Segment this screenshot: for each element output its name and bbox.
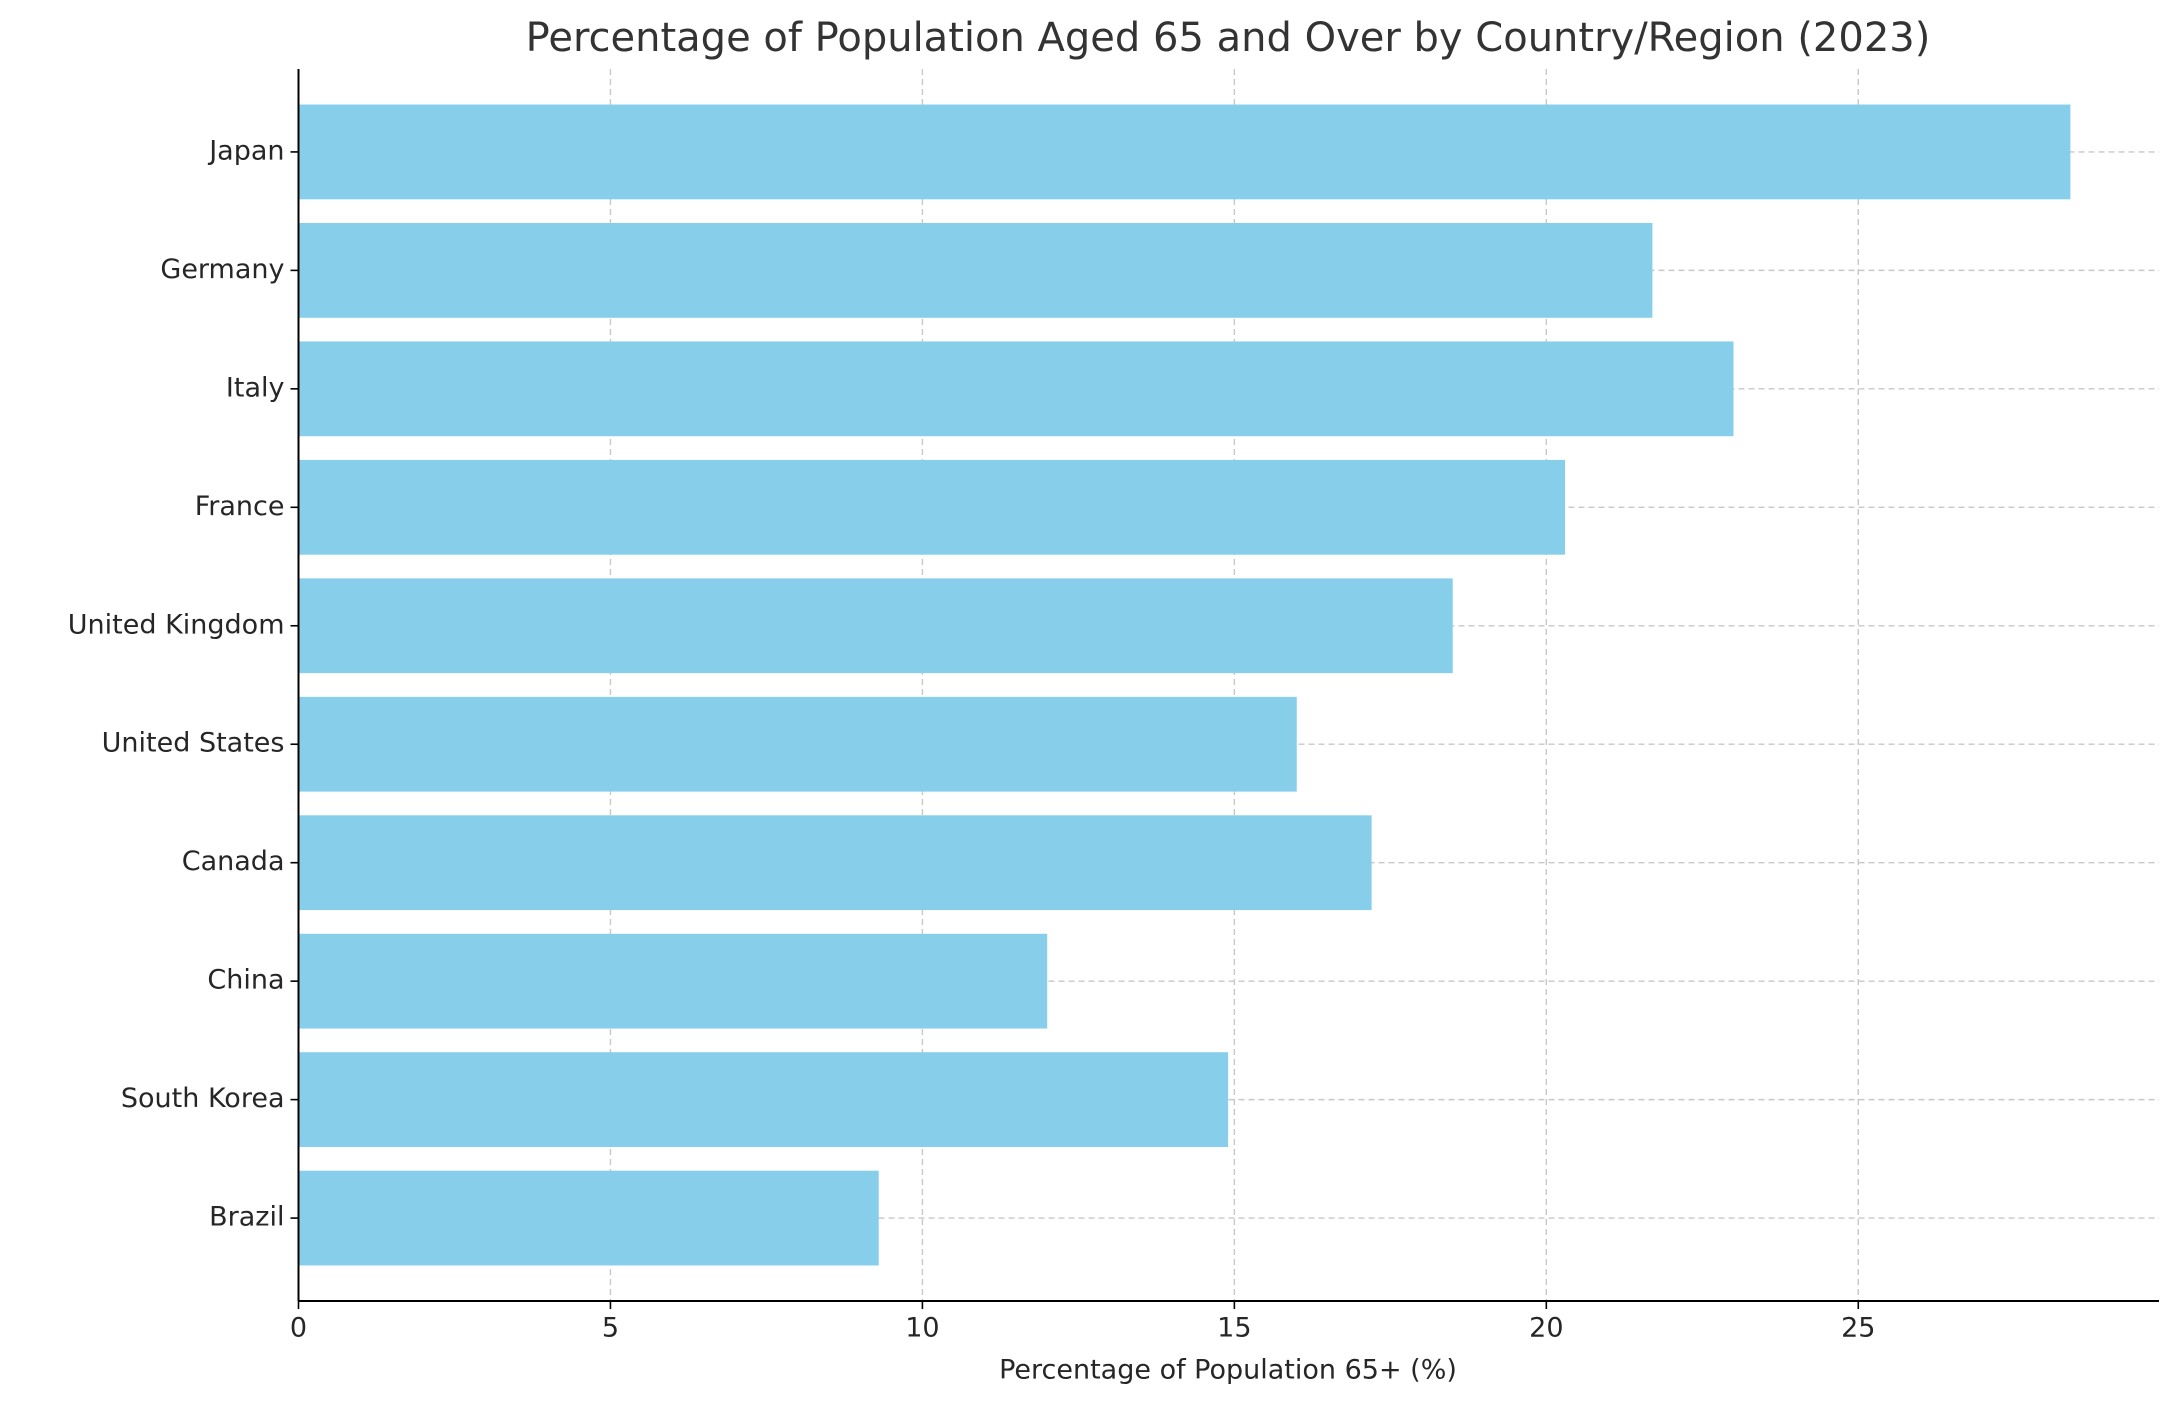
y-tick-label: United Kingdom (68, 609, 285, 640)
x-tick-label: 15 (1217, 1313, 1251, 1344)
bar (298, 696, 1297, 792)
x-axis-label: Percentage of Population 65+ (%) (999, 1355, 1457, 1386)
y-tick-label: Brazil (209, 1202, 284, 1233)
bar (298, 578, 1453, 674)
y-tick-label: China (207, 965, 284, 996)
chart-title: Percentage of Population Aged 65 and Ove… (526, 15, 1931, 61)
y-tick-label: Japan (207, 135, 284, 166)
y-tick-label: France (195, 491, 285, 522)
x-tick-label: 0 (290, 1313, 307, 1344)
y-tick-label: Italy (226, 372, 285, 403)
x-tick-label: 5 (602, 1313, 619, 1344)
bar (298, 933, 1048, 1029)
x-tick-label: 10 (905, 1313, 939, 1344)
y-tick-label: Canada (182, 846, 285, 877)
bar (298, 459, 1566, 555)
bar (298, 104, 2071, 200)
bar (298, 815, 1372, 911)
bar (298, 1052, 1229, 1147)
x-tick-label: 20 (1529, 1313, 1563, 1344)
y-tick-label: United States (102, 728, 285, 759)
bar (298, 1170, 879, 1266)
y-tick-label: Germany (160, 254, 284, 285)
y-tick-label: South Korea (121, 1083, 285, 1114)
bar (298, 341, 1734, 437)
x-tick-label: 25 (1841, 1313, 1875, 1344)
bar (298, 223, 1653, 318)
